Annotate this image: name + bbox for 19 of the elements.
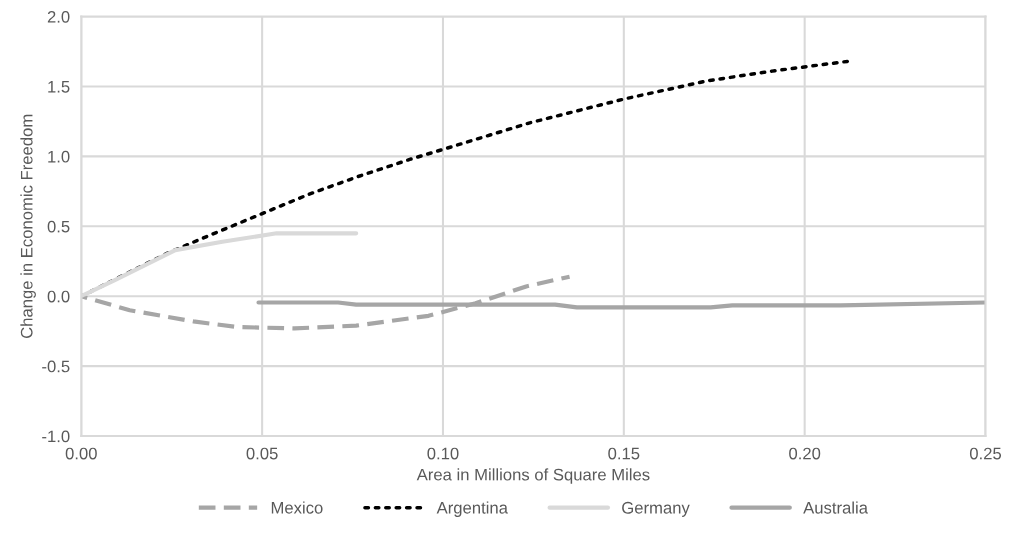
legend-label: Germany	[622, 501, 690, 517]
x-tick-label: 0.25	[969, 447, 1002, 460]
x-axis-title: Area in Millions of Square Miles	[416, 468, 650, 484]
legend-label: Mexico	[271, 501, 323, 514]
y-tick-label: -1.0	[42, 430, 70, 443]
y-tick-label: 0.0	[47, 290, 70, 303]
y-tick-label: -0.5	[42, 360, 70, 373]
x-tick-label: 0.15	[608, 447, 640, 460]
x-tick-label: 0.05	[246, 447, 278, 460]
x-tick-label: 0.10	[427, 447, 459, 460]
y-axis-title: Change in Economic Freedom	[20, 114, 36, 339]
legend-label: Australia	[803, 501, 868, 514]
legend-label: Argentina	[436, 501, 508, 517]
x-tick-label: 0.20	[789, 447, 821, 460]
y-tick-label: 2.0	[47, 10, 70, 23]
x-tick-label: 0.00	[65, 447, 97, 460]
y-tick-label: 1.0	[48, 150, 70, 163]
y-tick-label: 0.5	[47, 220, 70, 233]
y-tick-label: 1.5	[48, 81, 70, 93]
